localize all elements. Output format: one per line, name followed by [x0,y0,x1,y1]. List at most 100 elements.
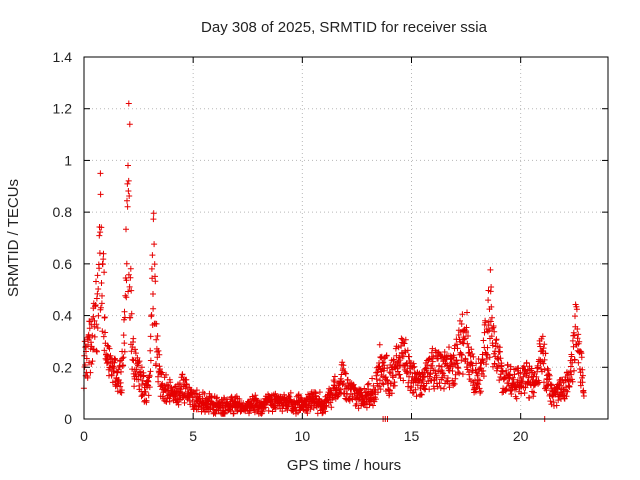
data-point [372,396,379,403]
data-point [458,351,465,358]
data-point [530,389,537,396]
data-point [134,354,141,361]
data-point [328,404,335,411]
data-point [464,340,471,347]
data-point [497,348,503,355]
data-point [150,216,157,223]
data-point [91,333,98,340]
data-point [151,241,158,248]
data-point [438,363,445,370]
data-point [344,376,351,383]
y-tick-label: 1.4 [53,49,73,65]
data-point [121,348,128,355]
data-point [374,369,381,376]
data-point [128,348,135,355]
data-point [147,333,154,340]
x-tick-label: 10 [295,428,311,444]
data-point [528,365,535,372]
data-point [90,313,97,320]
data-point [156,351,163,358]
data-point [546,372,553,379]
data-point [456,370,463,377]
data-point [538,366,545,372]
data-point [540,360,547,367]
data-point [148,312,155,318]
data-point [480,337,487,344]
data-point [295,391,302,398]
data-point [470,353,477,360]
data-point [573,306,580,313]
data-point [484,328,491,335]
data-point [123,226,129,233]
data-point [574,326,581,332]
data-point [83,355,90,362]
data-point [571,332,578,339]
data-point [493,336,500,343]
data-point [488,303,495,310]
data-point [520,373,527,380]
x-tick-label: 15 [404,428,420,444]
data-point [316,389,323,396]
data-point [322,408,329,415]
data-point [88,339,94,346]
data-point [135,359,142,366]
data-point [376,363,383,370]
data-point [313,392,319,399]
data-point [193,387,200,394]
data-point [577,382,584,389]
data-point [521,390,528,396]
data-point [150,210,157,217]
data-point [465,333,471,339]
data-point [490,323,497,329]
data-point [227,408,234,415]
data-point [568,353,575,360]
data-point [481,329,488,336]
data-point [98,300,105,307]
data-point-outlier [126,121,133,128]
data-point [155,378,162,385]
data-point [513,395,520,402]
data-point [101,314,108,321]
data-point [118,387,125,394]
data-point [453,341,460,348]
data-point [455,365,462,372]
data-point [142,388,149,395]
data-point [383,352,390,359]
data-point [473,369,480,376]
data-point [541,341,548,348]
data-point [469,351,476,357]
data-point [469,367,476,374]
data-point [576,338,583,345]
data-point [127,265,134,272]
data-point [540,345,547,352]
data-point [151,261,158,268]
data-point [494,365,501,372]
data-point [152,278,159,285]
data-point [454,345,461,352]
data-point [507,363,514,370]
plot-frame [83,56,609,420]
data-point [120,332,127,339]
data-point [462,356,469,363]
data-point [507,388,514,394]
data-point [480,373,487,380]
data-point [563,387,570,394]
data-point [480,367,487,374]
data-point [99,328,106,335]
data-point [568,371,575,378]
data-point [155,347,162,354]
data-point [458,357,465,364]
data-point [431,385,438,392]
data-point [491,328,498,335]
data-point [150,305,157,312]
data-point [287,389,294,396]
data-point [95,312,102,319]
data-point [488,284,495,290]
y-tick-label: 0.8 [53,204,73,220]
data-point [369,375,376,382]
data-point [463,324,470,331]
data-point [461,335,468,342]
data-point [117,383,124,390]
data-point [114,369,121,376]
data-point [361,385,368,392]
